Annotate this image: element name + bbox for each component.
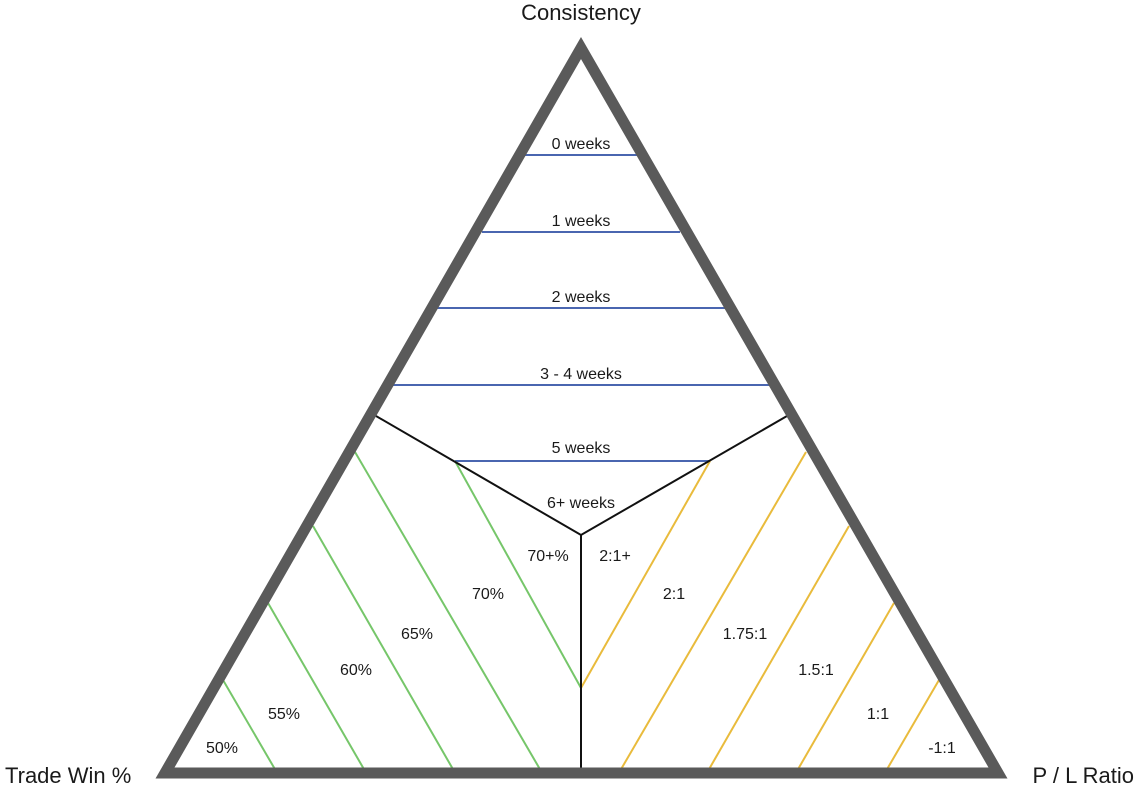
win-rate-label-4: 70%	[472, 586, 504, 603]
pl-ratio-label-1: 2:1	[663, 586, 685, 603]
triangle-frame	[155, 36, 1008, 779]
pl-ratio-lines	[580, 451, 940, 772]
pl-ratio-labels: 2:1+ 2:1 1.75:1 1.5:1 1:1 -1:1	[599, 548, 956, 757]
pl-ratio-label-2: 1.75:1	[723, 626, 768, 643]
consistency-label-4: 5 weeks	[552, 440, 611, 457]
consistency-label-2: 2 weeks	[552, 289, 611, 306]
win-rate-label-1: 55%	[268, 706, 300, 723]
pl-ratio-line-1	[580, 460, 711, 689]
top-label: Consistency	[521, 0, 641, 25]
right-label: P / L Ratio	[1032, 763, 1134, 788]
win-rate-line-1	[222, 679, 277, 772]
pl-ratio-line-3	[707, 525, 850, 772]
consistency-label-3: 3 - 4 weeks	[540, 366, 622, 383]
pl-ratio-line-4	[796, 602, 895, 772]
pl-ratio-label-0: 2:1+	[599, 548, 631, 565]
win-rate-label-2: 60%	[340, 662, 372, 679]
win-rate-line-5	[454, 460, 582, 689]
pl-ratio-label-3: 1.5:1	[798, 662, 834, 679]
consistency-label-0: 0 weeks	[552, 136, 611, 153]
pl-ratio-label-5: -1:1	[928, 740, 956, 757]
pl-ratio-line-5	[885, 679, 940, 772]
win-rate-lines	[222, 451, 582, 772]
pl-ratio-label-4: 1:1	[867, 706, 889, 723]
consistency-label-5: 6+ weeks	[547, 495, 615, 512]
win-rate-labels: 50% 55% 60% 65% 70% 70+%	[206, 548, 569, 757]
win-rate-label-5: 70+%	[527, 548, 568, 565]
win-rate-line-4	[354, 451, 542, 772]
win-rate-line-2	[267, 602, 366, 772]
consistency-labels: 0 weeks 1 weeks 2 weeks 3 - 4 weeks 5 we…	[540, 136, 622, 512]
win-rate-label-0: 50%	[206, 740, 238, 757]
win-rate-label-3: 65%	[401, 626, 433, 643]
divider-v-shape	[375, 415, 788, 537]
win-rate-line-3	[312, 525, 455, 772]
consistency-lines	[392, 154, 770, 462]
region-dividers	[375, 415, 788, 771]
consistency-label-1: 1 weeks	[552, 213, 611, 230]
pl-ratio-line-2	[619, 451, 807, 772]
left-label: Trade Win %	[5, 763, 131, 788]
